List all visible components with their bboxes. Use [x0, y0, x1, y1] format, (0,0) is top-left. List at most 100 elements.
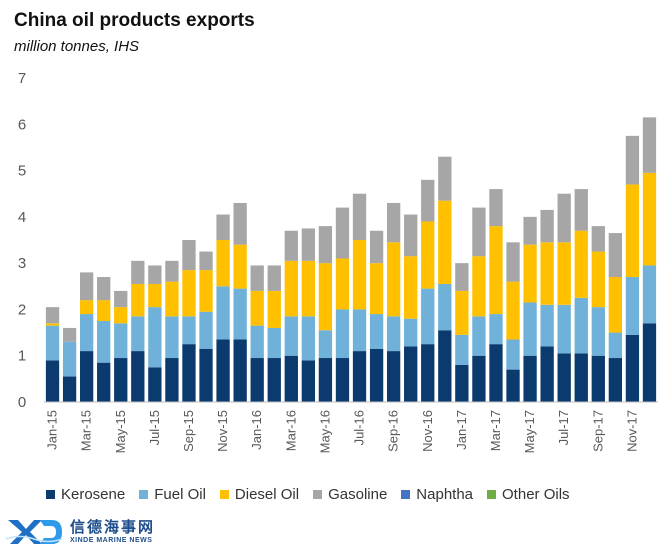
x-tick-label: Jul-17: [556, 410, 571, 445]
bar-segment-gasoline: [523, 216, 537, 245]
legend-label: Other Oils: [502, 486, 570, 503]
bar-segment-diesel-oil: [386, 242, 401, 317]
bar-segment-diesel-oil: [131, 283, 145, 317]
legend-swatch: [313, 490, 323, 499]
x-tick-label: Sep-17: [590, 410, 605, 452]
logo-chinese-text: 信德海事网: [70, 518, 156, 536]
bar-segment-fuel-oil: [489, 314, 503, 345]
y-tick-label: 4: [18, 209, 26, 226]
bar-segment-diesel-oil: [97, 300, 111, 321]
legend-swatch: [219, 490, 229, 499]
bar-segment-kerosene: [540, 346, 554, 402]
bar-segment-diesel-oil: [79, 300, 94, 315]
xd-logo-icon: [6, 520, 63, 544]
bar-segment-fuel-oil: [148, 307, 162, 368]
bar-segment-fuel-oil: [523, 302, 537, 356]
legend-item: Diesel Oil: [219, 486, 299, 503]
x-tick-label: Mar-17: [488, 410, 503, 451]
bar-segment-kerosene: [114, 358, 128, 402]
x-tick-label: Mar-15: [79, 410, 94, 451]
y-tick-label: 6: [18, 116, 26, 133]
bar-segment-gasoline: [386, 202, 401, 243]
bar-segment-fuel-oil: [165, 316, 179, 359]
bar-segment-fuel-oil: [182, 316, 196, 345]
bar-segment-kerosene: [318, 358, 333, 402]
legend-item: Fuel Oil: [139, 486, 206, 503]
bar-segment-diesel-oil: [369, 263, 384, 315]
bar-segment-fuel-oil: [591, 307, 605, 356]
bar-segment-kerosene: [284, 355, 298, 402]
x-tick-label: May-15: [113, 410, 128, 453]
bar-segment-fuel-oil: [455, 334, 469, 365]
bar-segment-diesel-oil: [421, 221, 435, 289]
bar-segment-diesel-oil: [318, 263, 333, 331]
bar-segment-fuel-oil: [574, 297, 588, 354]
bar-segment-fuel-oil: [404, 318, 418, 347]
bar-segment-fuel-oil: [301, 316, 316, 361]
bar-segment-fuel-oil: [79, 314, 94, 352]
bar-segment-fuel-oil: [131, 316, 145, 352]
bar-segment-kerosene: [591, 355, 605, 402]
bar-segment-gasoline: [625, 135, 640, 185]
bar-segment-fuel-oil: [199, 311, 213, 349]
bar-segment-kerosene: [301, 360, 316, 402]
bar-segment-diesel-oil: [216, 240, 230, 287]
bar-segment-kerosene: [489, 344, 503, 402]
bar-segment-diesel-oil: [114, 307, 128, 324]
bar-segment-fuel-oil: [97, 321, 111, 363]
bar-segment-diesel-oil: [489, 226, 503, 315]
bar-segment-diesel-oil: [591, 251, 605, 308]
bar-segment-kerosene: [267, 358, 281, 402]
x-tick-label: Jul-15: [147, 410, 162, 445]
bar-segment-gasoline: [114, 290, 128, 308]
bar-segment-diesel-oil: [404, 256, 418, 319]
bar-segment-gasoline: [404, 214, 418, 257]
bar-segment-kerosene: [438, 330, 452, 402]
bar-segment-fuel-oil: [608, 332, 623, 359]
bar-segment-kerosene: [404, 346, 418, 402]
bar-segment-gasoline: [182, 240, 196, 271]
bar-segment-diesel-oil: [608, 277, 623, 333]
bar-segment-kerosene: [335, 358, 350, 402]
bar-segment-kerosene: [216, 339, 230, 402]
chart-plot: 0 1 2 3 4 5 6 7 Jan-15 Mar-15 May-15 Jul-15 Sep-15 No…: [18, 70, 658, 453]
bar-segment-kerosene: [523, 355, 537, 402]
bar-segment-gasoline: [489, 189, 503, 227]
bar-segment-diesel-oil: [301, 260, 316, 317]
legend-item: Other Oils: [487, 486, 570, 503]
bar-segment-kerosene: [45, 360, 60, 402]
bar-segment-kerosene: [421, 344, 435, 402]
bar-segment-fuel-oil: [45, 325, 60, 361]
bar-segment-fuel-oil: [318, 330, 333, 359]
y-tick-label: 0: [18, 394, 26, 411]
bar-segment-fuel-oil: [352, 309, 367, 352]
x-tick-label: Nov-16: [420, 410, 435, 452]
bar-segment-gasoline: [199, 251, 213, 271]
bar-segment-gasoline: [45, 307, 60, 324]
bar-segment-diesel-oil: [45, 323, 60, 326]
bar-segment-fuel-oil: [369, 314, 384, 349]
bar-segment-gasoline: [284, 230, 298, 261]
bar-segment-kerosene: [386, 351, 401, 402]
bar-segment-diesel-oil: [335, 258, 350, 310]
bar-segment-diesel-oil: [574, 230, 588, 298]
bar-segment-fuel-oil: [421, 288, 435, 345]
bar-segment-fuel-oil: [642, 265, 657, 324]
bar-segment-kerosene: [625, 334, 640, 402]
bar-segment-gasoline: [472, 207, 486, 257]
x-tick-label: Jul-16: [352, 410, 367, 445]
bar-segment-gasoline: [455, 263, 469, 291]
legend-item: Naphtha: [401, 486, 473, 503]
bar-segment-kerosene: [199, 348, 213, 402]
bar-segment-fuel-oil: [506, 339, 520, 370]
bar-segment-fuel-oil: [267, 327, 281, 359]
chart-legend: Kerosene Fuel Oil Diesel Oil Gasoline Naphth…: [46, 486, 570, 503]
bar-segment-diesel-oil: [284, 260, 298, 317]
bar-segment-kerosene: [182, 344, 196, 402]
bar-segment-fuel-oil: [216, 286, 230, 340]
x-tick-label: Mar-16: [283, 410, 298, 451]
x-tick-label: Nov-15: [215, 410, 230, 452]
bar-segment-gasoline: [591, 226, 605, 252]
bar-segment-kerosene: [608, 358, 623, 402]
legend-label: Kerosene: [61, 486, 126, 503]
